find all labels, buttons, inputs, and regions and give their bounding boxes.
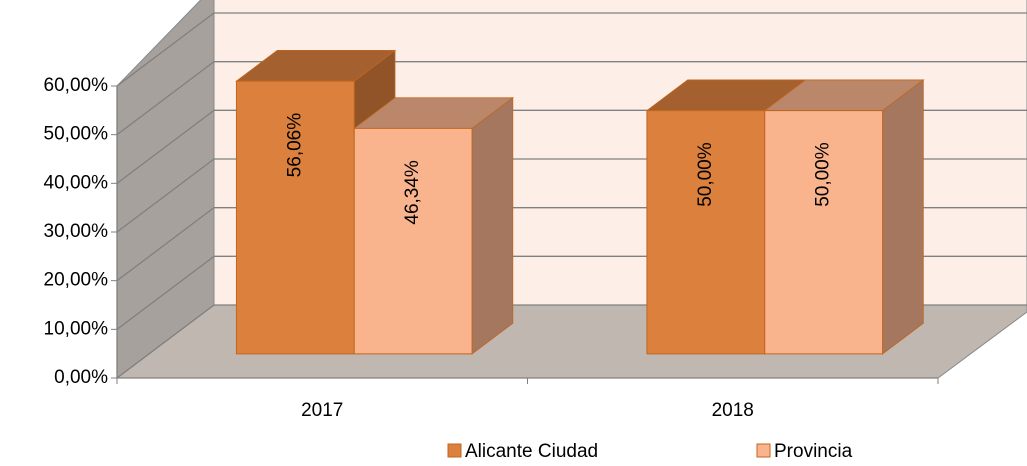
y-tick-label: 50,00% xyxy=(44,124,109,145)
data-label: 50,00% xyxy=(695,142,716,207)
side-grid-line xyxy=(116,61,215,136)
legend-swatch xyxy=(756,443,771,458)
data-label: 46,34% xyxy=(402,160,423,225)
y-tick-label: 30,00% xyxy=(44,221,109,242)
x-tick-label: 2017 xyxy=(301,400,343,421)
bar-front xyxy=(353,127,473,355)
side-grid-line xyxy=(116,207,215,282)
data-label: 50,00% xyxy=(813,142,834,207)
bar-front xyxy=(235,80,355,355)
y-tick-label: 60,00% xyxy=(44,75,109,96)
legend-swatch xyxy=(447,443,462,458)
side-grid-line xyxy=(116,109,215,184)
y-tick-label: 10,00% xyxy=(44,318,109,339)
legend-label: Provincia xyxy=(774,441,853,462)
side-grid-line xyxy=(116,12,215,87)
y-tick-label: 0,00% xyxy=(54,367,108,388)
side-grid-line xyxy=(116,255,215,330)
side-grid-line xyxy=(116,304,215,379)
bar-side xyxy=(471,96,514,355)
y-tick-label: 40,00% xyxy=(44,172,109,193)
bar-front xyxy=(764,110,884,355)
legend-label: Alicante Ciudad xyxy=(465,441,598,462)
x-tick-label: 2018 xyxy=(712,400,754,421)
y-tick-label: 20,00% xyxy=(44,270,109,291)
bar-side xyxy=(882,79,924,355)
side-grid-line xyxy=(116,158,215,233)
data-label: 56,06% xyxy=(284,113,305,178)
bar xyxy=(353,96,515,355)
bar xyxy=(763,79,925,355)
